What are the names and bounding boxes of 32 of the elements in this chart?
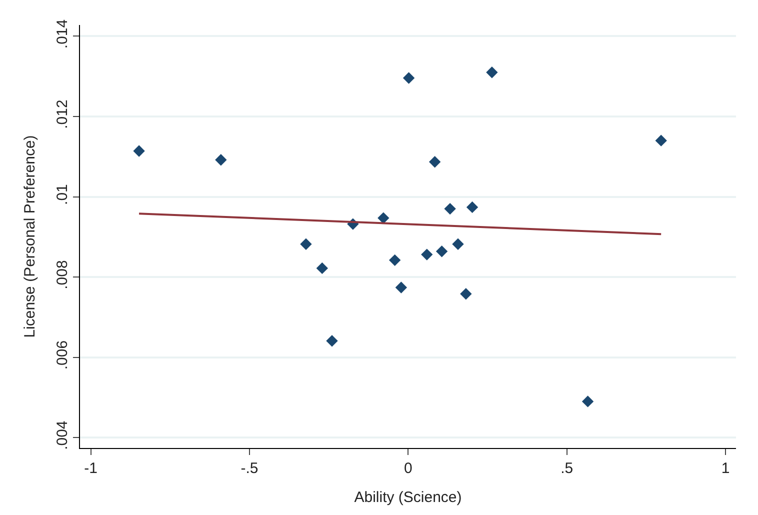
point [460,288,472,300]
x-tick-label: -1 [84,460,98,477]
y-tick-label: .012 [54,100,71,129]
point [444,202,456,215]
point [486,66,498,78]
y-tick-label: .006 [54,340,71,370]
point [452,238,464,250]
x-axis-title: Ability (Science) [354,489,462,506]
point [421,248,433,260]
point [402,72,415,84]
point [300,238,312,250]
point [436,246,448,258]
x-tick-label: .5 [560,460,574,477]
x-tick-label: 0 [404,460,412,477]
y-tick-label: .008 [54,260,71,290]
y-tick-label: .01 [54,184,71,205]
point [428,156,441,168]
point [378,212,390,224]
point [215,154,227,166]
point [395,282,408,294]
y-tick-label: .014 [54,19,71,49]
x-tick-label: -.5 [240,460,258,477]
point [582,396,594,408]
y-axis-title: License (Personal Preference) [21,135,38,338]
point [326,335,338,347]
point [466,201,478,214]
point [316,262,328,274]
y-tick-label: .004 [54,420,71,450]
x-tick-label: 1 [721,460,730,477]
point [655,134,667,146]
point [133,145,145,157]
point [388,254,401,266]
